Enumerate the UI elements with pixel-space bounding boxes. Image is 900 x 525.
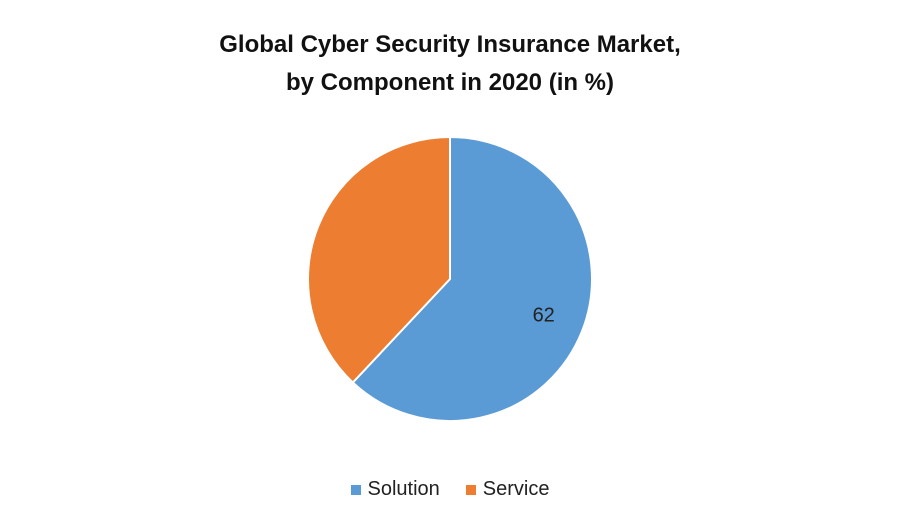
legend: Solution Service xyxy=(0,478,900,501)
data-label-solution: 62 xyxy=(533,304,555,326)
legend-item-service: Service xyxy=(465,478,550,501)
legend-label-solution: Solution xyxy=(367,478,440,500)
legend-swatch-service xyxy=(465,484,476,495)
pie-slice-solution xyxy=(351,136,593,422)
chart-title: Global Cyber Security Insurance Market, … xyxy=(0,26,900,102)
legend-swatch-solution xyxy=(350,484,361,495)
pie-slice-service xyxy=(307,136,451,384)
chart-title-line-1: Global Cyber Security Insurance Market, xyxy=(219,31,681,58)
legend-label-service: Service xyxy=(482,478,550,500)
legend-item-solution: Solution xyxy=(350,478,440,501)
chart-title-line-2: by Component in 2020 (in %) xyxy=(285,69,615,96)
